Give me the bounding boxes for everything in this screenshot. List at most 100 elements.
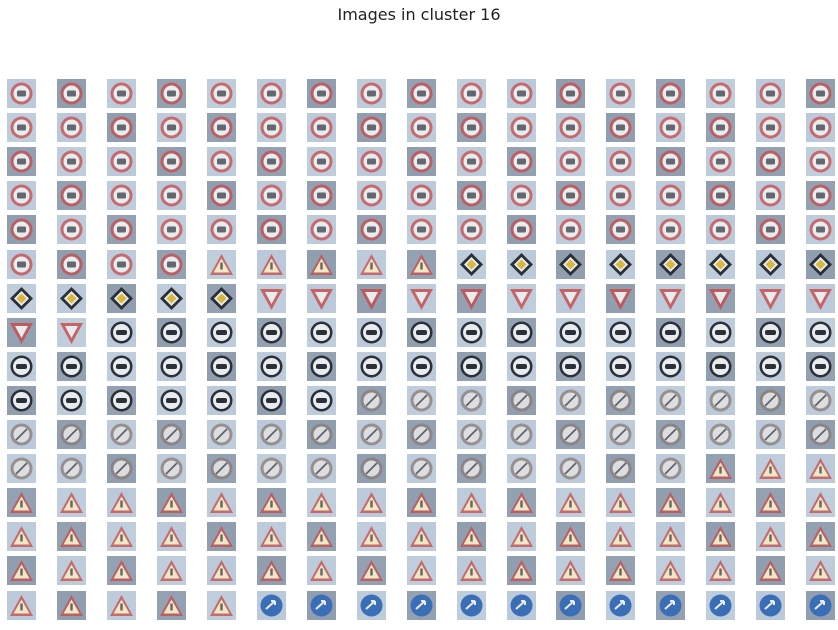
no-overtaking-sign-thumbnail: [556, 317, 586, 347]
speed-limit-sign-thumbnail: [456, 79, 486, 108]
no-overtaking-sign-thumbnail: [606, 351, 636, 381]
speed-limit-sign-thumbnail: [7, 181, 36, 211]
warning-triangle-sign-thumbnail: [56, 590, 86, 620]
speed-limit-sign-thumbnail: [406, 113, 436, 143]
warning-triangle-sign-thumbnail: [7, 522, 36, 552]
warning-triangle-sign-thumbnail: [7, 590, 36, 620]
no-overtaking-sign-thumbnail: [56, 385, 86, 415]
speed-limit-sign-thumbnail: [406, 181, 436, 211]
speed-limit-sign-thumbnail: [406, 215, 436, 245]
warning-triangle-sign-thumbnail: [106, 522, 136, 552]
warning-triangle-sign-thumbnail: [56, 522, 86, 552]
blue-mandatory-sign-thumbnail: [706, 590, 736, 620]
no-overtaking-sign-thumbnail: [56, 351, 86, 381]
end-restriction-sign-thumbnail: [656, 385, 686, 415]
warning-triangle-sign-thumbnail: [706, 454, 736, 484]
end-restriction-sign-thumbnail: [156, 420, 186, 449]
speed-limit-sign-thumbnail: [206, 181, 236, 211]
warning-triangle-sign-thumbnail: [156, 590, 186, 620]
yield-sign-thumbnail: [556, 283, 586, 313]
end-restriction-sign-thumbnail: [256, 420, 286, 449]
end-restriction-sign-thumbnail: [606, 454, 636, 484]
warning-triangle-sign-thumbnail: [306, 488, 336, 518]
no-overtaking-sign-thumbnail: [456, 317, 486, 347]
no-overtaking-sign-thumbnail: [806, 351, 836, 381]
end-restriction-sign-thumbnail: [606, 420, 636, 449]
speed-limit-sign-thumbnail: [406, 79, 436, 108]
blue-mandatory-sign-thumbnail: [306, 590, 336, 620]
speed-limit-sign-thumbnail: [656, 147, 686, 177]
warning-triangle-sign-thumbnail: [806, 454, 836, 484]
speed-limit-sign-thumbnail: [456, 147, 486, 177]
speed-limit-sign-thumbnail: [106, 181, 136, 211]
warning-triangle-sign-thumbnail: [256, 522, 286, 552]
warning-triangle-sign-thumbnail: [756, 522, 786, 552]
speed-limit-sign-thumbnail: [7, 79, 36, 108]
speed-limit-sign-thumbnail: [556, 113, 586, 143]
warning-triangle-sign-thumbnail: [56, 488, 86, 518]
end-restriction-sign-thumbnail: [106, 454, 136, 484]
warning-triangle-sign-thumbnail: [406, 488, 436, 518]
warning-triangle-sign-thumbnail: [7, 556, 36, 586]
no-overtaking-sign-thumbnail: [706, 317, 736, 347]
speed-limit-sign-thumbnail: [456, 181, 486, 211]
speed-limit-sign-thumbnail: [556, 215, 586, 245]
speed-limit-sign-thumbnail: [156, 249, 186, 279]
yield-sign-thumbnail: [456, 283, 486, 313]
warning-triangle-sign-thumbnail: [256, 556, 286, 586]
no-overtaking-sign-thumbnail: [356, 351, 386, 381]
end-restriction-sign-thumbnail: [156, 454, 186, 484]
priority-road-sign-thumbnail: [756, 249, 786, 279]
speed-limit-sign-thumbnail: [356, 147, 386, 177]
priority-road-sign-thumbnail: [206, 283, 236, 313]
no-overtaking-sign-thumbnail: [256, 385, 286, 415]
priority-road-sign-thumbnail: [656, 249, 686, 279]
end-restriction-sign-thumbnail: [506, 420, 536, 449]
no-overtaking-sign-thumbnail: [456, 351, 486, 381]
warning-triangle-sign-thumbnail: [206, 249, 236, 279]
no-overtaking-sign-thumbnail: [656, 351, 686, 381]
no-overtaking-sign-thumbnail: [256, 317, 286, 347]
no-overtaking-sign-thumbnail: [306, 385, 336, 415]
speed-limit-sign-thumbnail: [256, 79, 286, 108]
speed-limit-sign-thumbnail: [806, 147, 836, 177]
yield-sign-thumbnail: [506, 283, 536, 313]
warning-triangle-sign-thumbnail: [56, 556, 86, 586]
no-overtaking-sign-thumbnail: [156, 385, 186, 415]
speed-limit-sign-thumbnail: [656, 113, 686, 143]
warning-triangle-sign-thumbnail: [456, 488, 486, 518]
end-restriction-sign-thumbnail: [406, 454, 436, 484]
speed-limit-sign-thumbnail: [606, 215, 636, 245]
speed-limit-sign-thumbnail: [206, 147, 236, 177]
no-overtaking-sign-thumbnail: [156, 317, 186, 347]
speed-limit-sign-thumbnail: [456, 113, 486, 143]
speed-limit-sign-thumbnail: [56, 181, 86, 211]
no-overtaking-sign-thumbnail: [806, 317, 836, 347]
warning-triangle-sign-thumbnail: [806, 522, 836, 552]
speed-limit-sign-thumbnail: [356, 113, 386, 143]
yield-sign-thumbnail: [356, 283, 386, 313]
speed-limit-sign-thumbnail: [356, 79, 386, 108]
warning-triangle-sign-thumbnail: [706, 556, 736, 586]
blue-mandatory-sign-thumbnail: [806, 590, 836, 620]
warning-triangle-sign-thumbnail: [306, 522, 336, 552]
no-overtaking-sign-thumbnail: [756, 351, 786, 381]
speed-limit-sign-thumbnail: [256, 215, 286, 245]
speed-limit-sign-thumbnail: [706, 147, 736, 177]
no-overtaking-sign-thumbnail: [106, 351, 136, 381]
end-restriction-sign-thumbnail: [656, 454, 686, 484]
no-overtaking-sign-thumbnail: [256, 351, 286, 381]
warning-triangle-sign-thumbnail: [606, 556, 636, 586]
no-overtaking-sign-thumbnail: [306, 351, 336, 381]
priority-road-sign-thumbnail: [106, 283, 136, 313]
end-restriction-sign-thumbnail: [606, 385, 636, 415]
speed-limit-sign-thumbnail: [506, 181, 536, 211]
end-restriction-sign-thumbnail: [756, 385, 786, 415]
warning-triangle-sign-thumbnail: [206, 556, 236, 586]
speed-limit-sign-thumbnail: [156, 215, 186, 245]
no-overtaking-sign-thumbnail: [156, 351, 186, 381]
warning-triangle-sign-thumbnail: [156, 488, 186, 518]
priority-road-sign-thumbnail: [56, 283, 86, 313]
speed-limit-sign-thumbnail: [156, 113, 186, 143]
speed-limit-sign-thumbnail: [406, 147, 436, 177]
